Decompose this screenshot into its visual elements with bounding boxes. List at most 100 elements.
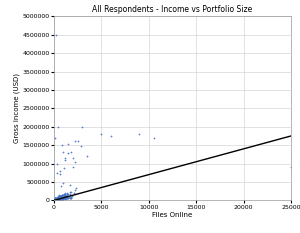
Point (53, 198, 58, 201)
Point (55, 198, 60, 202)
Point (62, 194, 67, 198)
Point (56, 198, 61, 202)
Point (52, 198, 57, 202)
Point (53, 197, 58, 201)
Point (52, 197, 57, 201)
Point (61, 196, 66, 200)
Point (57, 197, 62, 200)
Point (56, 197, 60, 200)
Y-axis label: Gross Income (USD): Gross Income (USD) (13, 73, 20, 143)
Point (58, 195, 63, 199)
Point (54, 198, 58, 202)
Point (58, 194, 63, 197)
Point (57, 169, 62, 173)
Point (57, 195, 62, 198)
Point (53, 198, 58, 202)
Point (53, 198, 58, 201)
Point (54, 197, 59, 201)
Point (53, 197, 58, 201)
Point (57, 197, 62, 201)
Point (56, 197, 60, 201)
Point (52, 197, 57, 201)
Point (59, 197, 64, 201)
Point (56, 197, 61, 201)
Point (52, 198, 57, 202)
Point (99, 132, 104, 136)
Point (56, 195, 61, 199)
Point (66, 196, 70, 200)
Point (59, 196, 64, 199)
Point (55, 197, 60, 201)
Point (72, 192, 76, 195)
Point (53, 198, 58, 201)
X-axis label: Files Online: Files Online (152, 212, 193, 218)
Point (57, 194, 62, 198)
Point (59, 193, 64, 197)
Point (55, 197, 60, 201)
Point (52, 198, 57, 202)
Point (56, 197, 61, 201)
Point (54, 197, 58, 201)
Point (57, 196, 62, 200)
Point (55, 197, 60, 201)
Point (58, 196, 62, 199)
Point (65, 196, 70, 199)
Point (53, 198, 58, 201)
Point (56, 197, 61, 201)
Point (137, 132, 142, 136)
Point (74, 186, 78, 190)
Point (55, 197, 60, 200)
Point (53, 198, 58, 202)
Point (58, 194, 63, 197)
Point (57, 196, 62, 200)
Point (61, 195, 65, 199)
Point (52, 198, 56, 202)
Point (54, 198, 58, 202)
Point (59, 197, 64, 201)
Point (55, 196, 60, 200)
Point (53, 136, 58, 140)
Point (57, 195, 62, 199)
Point (53, 198, 58, 201)
Point (52, 199, 57, 202)
Point (289, 165, 293, 169)
Point (56, 197, 61, 200)
Point (57, 194, 62, 197)
Point (54, 197, 59, 201)
Point (67, 192, 72, 195)
Point (53, 198, 58, 202)
Point (56, 196, 61, 200)
Point (65, 193, 70, 196)
Point (56, 197, 60, 201)
Point (58, 194, 62, 198)
Point (53, 198, 58, 201)
Point (52, 198, 57, 202)
Point (52, 198, 57, 202)
Point (55, 197, 60, 201)
Point (53, 196, 58, 200)
Point (52, 198, 56, 201)
Point (66, 151, 70, 154)
Point (53, 197, 58, 200)
Point (64, 195, 68, 199)
Point (67, 196, 72, 199)
Point (54, 197, 58, 201)
Point (60, 193, 64, 197)
Point (52, 198, 57, 202)
Point (62, 192, 67, 196)
Point (57, 197, 62, 200)
Point (60, 181, 65, 185)
Point (52, 198, 57, 201)
Point (54, 196, 59, 200)
Point (85, 154, 90, 158)
Point (53, 198, 58, 201)
Point (52, 198, 56, 201)
Point (56, 198, 61, 202)
Point (58, 197, 62, 200)
Point (55, 197, 60, 200)
Point (55, 197, 60, 201)
Point (52, 198, 57, 201)
Point (59, 198, 64, 201)
Point (52, 198, 57, 202)
Point (73, 160, 77, 164)
